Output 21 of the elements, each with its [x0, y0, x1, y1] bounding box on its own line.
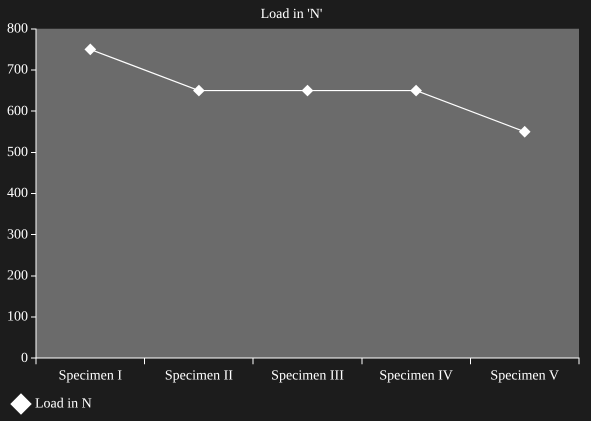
y-tick-label: 400: [7, 186, 28, 202]
x-tick-label: Specimen V: [490, 368, 559, 384]
x-tick-label: Specimen III: [271, 368, 344, 384]
x-tick-label: Specimen I: [58, 368, 122, 384]
y-tick-label: 200: [7, 268, 28, 284]
y-tick-label: 500: [7, 144, 28, 160]
y-tick-label: 300: [7, 227, 28, 242]
x-tick-label: Specimen II: [164, 368, 234, 384]
point: [519, 126, 530, 138]
y-tick-label: 600: [7, 104, 28, 119]
point: [302, 84, 314, 96]
y-tick-label: 800: [7, 21, 28, 36]
point: [84, 44, 96, 55]
point: [410, 84, 422, 96]
y-tick-label: 0: [21, 350, 28, 366]
y-tick-label: 100: [7, 310, 28, 325]
chart-title: Load in 'N': [260, 7, 322, 22]
point: [193, 84, 204, 96]
y-tick-label: 700: [7, 62, 28, 78]
x-tick-label: Specimen IV: [379, 368, 453, 384]
legend-label: Load in N: [35, 396, 92, 412]
